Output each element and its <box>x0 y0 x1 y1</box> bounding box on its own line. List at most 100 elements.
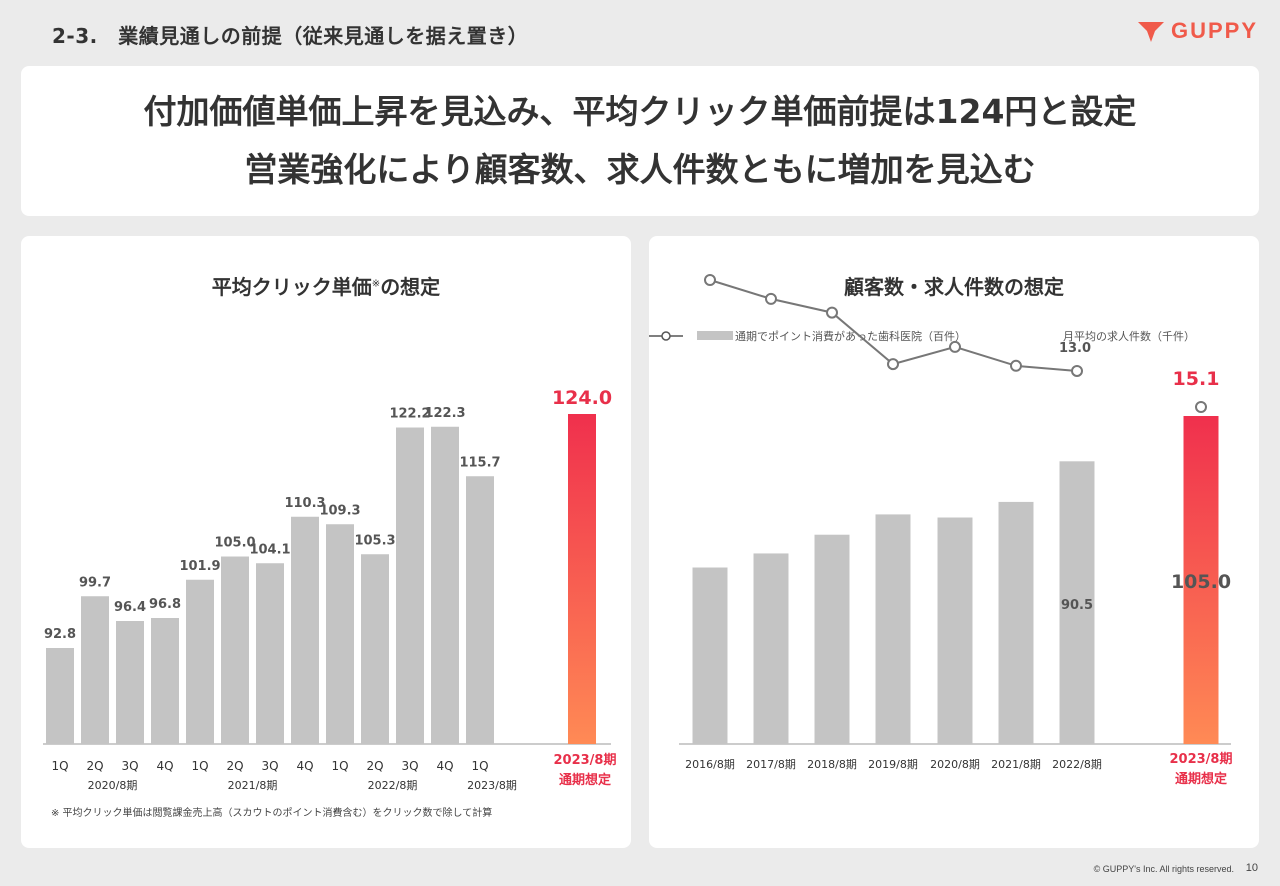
click-price-chart-title: 平均クリック単価※の想定 <box>21 271 631 300</box>
guppy-logo: GUPPY <box>1137 18 1258 44</box>
click-price-panel: 平均クリック単価※の想定 92.8 1Q 99.7 2Q 96.4 3Q 96.8 4Q 101… <box>21 236 631 848</box>
bar-data-label: 105.0 <box>1171 571 1231 593</box>
x-tick-label: 4Q <box>156 759 173 773</box>
line-point <box>704 274 716 286</box>
data-label: 99.7 <box>79 575 111 590</box>
guppy-logo-icon <box>1137 22 1164 42</box>
bar <box>81 596 109 744</box>
click-price-footnote: ※ 平均クリック単価は閲覧課金売上高（スカウトのポイント消費含む）をクリック数で… <box>51 808 493 819</box>
bar <box>998 501 1034 744</box>
x-tick-label: 1Q <box>331 759 348 773</box>
bar <box>568 414 596 744</box>
x-tick-label: 1Q <box>51 759 68 773</box>
data-label: 92.8 <box>44 627 76 642</box>
bar <box>256 563 284 744</box>
x-tick-label: 1Q <box>471 759 488 773</box>
bar <box>116 621 144 744</box>
x-tick-label: 1Q <box>191 759 208 773</box>
bar <box>151 618 179 744</box>
data-label: 105.3 <box>354 533 395 548</box>
legend-line-label: 月平均の求人件数（千件） <box>1063 330 1195 343</box>
guppy-logo-text: GUPPY <box>1170 18 1258 43</box>
line-point <box>1071 364 1083 377</box>
year-group-label: 2021/8期 <box>228 779 278 792</box>
bar <box>221 556 249 744</box>
customers-chart-title: 顧客数・求人件数の想定 <box>844 275 1064 299</box>
click-price-title-text: 平均クリック単価 <box>211 275 372 299</box>
legend-bar-label: 通期でポイント消費があった歯科医院（百件） <box>735 330 966 343</box>
x-tick-label: 2021/8期 <box>991 758 1041 771</box>
headline-line-1: 付加価値単価上昇を見込み、平均クリック単価前提は124円と設定 <box>143 92 1137 131</box>
click-price-chart: 92.8 1Q 99.7 2Q 96.4 3Q 96.8 4Q 101.9 1Q 105.0 2Q 10… <box>43 387 617 792</box>
year-group-label: 2022/8期 <box>368 779 418 792</box>
year-group-label: 2020/8期 <box>88 779 138 792</box>
x-tick-label: 2Q <box>366 759 383 773</box>
line-point <box>826 306 838 319</box>
x-tick-label: 2016/8期 <box>685 758 735 771</box>
x-tick-label: 2Q <box>226 759 243 773</box>
x-tick-label: 2017/8期 <box>746 758 796 771</box>
bar <box>361 554 389 744</box>
customers-panel: 顧客数・求人件数の想定 通期でポイント消費があった歯科医院（百件） 月平均の求人… <box>649 236 1259 848</box>
bar <box>875 514 911 744</box>
bar <box>814 534 850 744</box>
x-tick-label: 4Q <box>296 759 313 773</box>
bar <box>46 648 74 744</box>
bar <box>692 567 728 744</box>
customers-chart: 2016/8期 2017/8期 2018/8期 2019/8期 2020/8期 2021/… <box>679 274 1233 787</box>
legend-line-swatch <box>649 331 683 341</box>
bar <box>1059 461 1095 744</box>
data-label: 122.3 <box>424 406 465 421</box>
data-label: 109.3 <box>319 503 360 518</box>
data-label: 124.0 <box>552 387 612 409</box>
forecast-label-line1: 2023/8期 <box>554 753 617 768</box>
headline-line-2: 営業強化により顧客数、求人件数ともに増加を見込む <box>244 150 1036 189</box>
bar <box>326 524 354 744</box>
bar <box>186 579 214 744</box>
headline-box: 付加価値単価上昇を見込み、平均クリック単価前提は124円と設定 営業強化により顧… <box>21 66 1259 216</box>
data-label: 104.1 <box>249 542 290 557</box>
data-label: 101.9 <box>179 559 220 574</box>
x-tick-label: 2020/8期 <box>930 758 980 771</box>
data-label: 122.2 <box>389 407 430 422</box>
x-tick-label: 3Q <box>261 759 278 773</box>
copyright: © GUPPY's Inc. All rights reserved. <box>1093 864 1234 874</box>
bar-data-label: 90.5 <box>1061 598 1093 613</box>
legend-bar-swatch <box>697 331 733 340</box>
line-point <box>949 340 961 353</box>
data-label: 115.7 <box>459 455 500 470</box>
x-tick-label: 2019/8期 <box>868 758 918 771</box>
x-tick-label: 3Q <box>121 759 138 773</box>
bar <box>1183 416 1219 744</box>
bar <box>937 517 973 744</box>
x-tick-label: 2022/8期 <box>1052 758 1102 771</box>
line-data-label: 15.1 <box>1173 368 1220 390</box>
line-data-label: 13.0 <box>1059 341 1091 356</box>
click-price-title-suffix: の想定 <box>380 275 441 299</box>
x-tick-label: 2018/8期 <box>807 758 857 771</box>
bar <box>431 426 459 744</box>
x-tick-label: 2Q <box>86 759 103 773</box>
forecast-label-line2: 通期想定 <box>559 772 611 788</box>
x-tick-label: 3Q <box>401 759 418 773</box>
data-label: 96.4 <box>114 600 146 615</box>
line-point <box>1010 359 1022 372</box>
line-point <box>887 358 899 371</box>
data-label: 110.3 <box>284 496 325 511</box>
job-postings-line <box>709 279 1078 372</box>
year-group-label: 2023/8期 <box>467 779 517 792</box>
line-point <box>765 292 777 305</box>
data-label: 105.0 <box>214 536 255 551</box>
section-title: 2-3. 業績見通しの前提（従来見通しを据え置き） <box>52 24 529 48</box>
x-tick-label: 4Q <box>436 759 453 773</box>
data-label: 96.8 <box>149 597 181 612</box>
forecast-label-line1: 2023/8期 <box>1170 752 1233 767</box>
page-number: 10 <box>1245 862 1258 874</box>
bar <box>466 476 494 744</box>
bar <box>396 427 424 744</box>
forecast-label-line2: 通期想定 <box>1175 771 1227 787</box>
customers-legend: 通期でポイント消費があった歯科医院（百件） 月平均の求人件数（千件） <box>649 328 1259 344</box>
bar <box>291 516 319 744</box>
line-point <box>1195 401 1207 413</box>
bar <box>753 553 789 744</box>
